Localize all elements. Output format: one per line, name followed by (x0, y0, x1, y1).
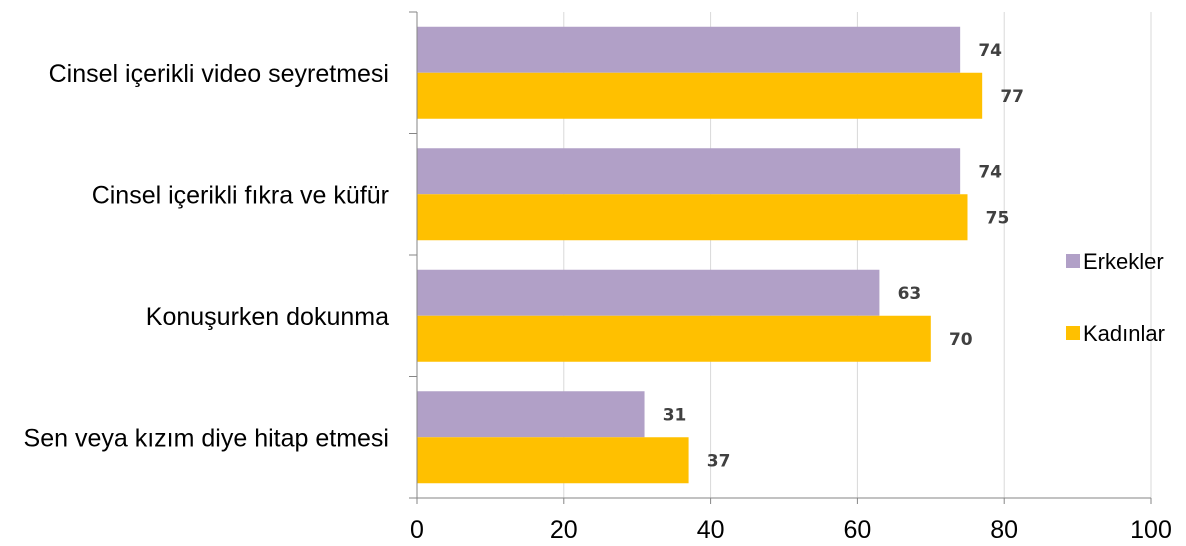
legend-label: Kadınlar (1083, 321, 1165, 346)
legend-swatch (1066, 254, 1080, 268)
bar-erkekler (417, 26, 961, 73)
data-label: 63 (898, 284, 922, 304)
bar-kadinlar (417, 72, 983, 119)
x-tick-label: 40 (697, 516, 725, 544)
data-label: 37 (707, 451, 731, 471)
bar-erkekler (417, 391, 645, 438)
category-label: Cinsel içerikli fıkra ve küfür (92, 181, 389, 209)
category-label: Cinsel içerikli video seyretmesi (49, 60, 389, 88)
category-label: Sen veya kızım diye hitap etmesi (24, 424, 389, 452)
bar-erkekler (417, 269, 880, 316)
bars (417, 26, 983, 484)
legend-swatch (1066, 326, 1080, 340)
bar-kadinlar (417, 437, 689, 484)
category-label: Konuşurken dokunma (146, 303, 389, 331)
x-tick-label: 20 (550, 516, 578, 544)
bar-kadinlar (417, 315, 931, 362)
bar-erkekler (417, 148, 961, 195)
legend: Erkekler Kadınlar (1066, 249, 1165, 346)
data-label: 77 (1000, 87, 1024, 107)
data-label: 74 (978, 41, 1002, 61)
x-tick-label: 60 (843, 516, 871, 544)
bar-kadinlar (417, 194, 968, 241)
labels: 0 20 40 60 80 100 Cinsel içerikli video seyret… (24, 41, 1172, 544)
x-tick-label: 80 (990, 516, 1018, 544)
data-label: 74 (978, 162, 1002, 182)
data-label: 70 (949, 330, 973, 350)
data-label: 75 (986, 208, 1010, 228)
axes (409, 11, 1152, 504)
x-tick-label: 100 (1130, 516, 1172, 544)
x-tick-label: 0 (410, 516, 424, 544)
legend-label: Erkekler (1083, 249, 1164, 274)
data-label: 31 (663, 405, 687, 425)
